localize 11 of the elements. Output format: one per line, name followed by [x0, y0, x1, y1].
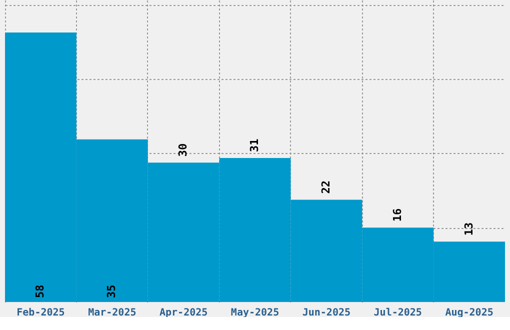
data-label: 35 — [105, 284, 118, 298]
x-tick-label: Feb-2025 — [16, 308, 65, 318]
x-tick-label: Mar-2025 — [88, 308, 136, 318]
data-label: 31 — [248, 138, 261, 152]
data-label: 16 — [390, 208, 404, 222]
x-tick-label: Jun-2025 — [302, 308, 351, 318]
data-label: 13 — [462, 222, 476, 236]
data-label: 30 — [176, 143, 190, 157]
x-tick-label: Jul-2025 — [374, 308, 422, 318]
data-label: 22 — [319, 180, 332, 194]
data-label: 58 — [34, 284, 47, 298]
